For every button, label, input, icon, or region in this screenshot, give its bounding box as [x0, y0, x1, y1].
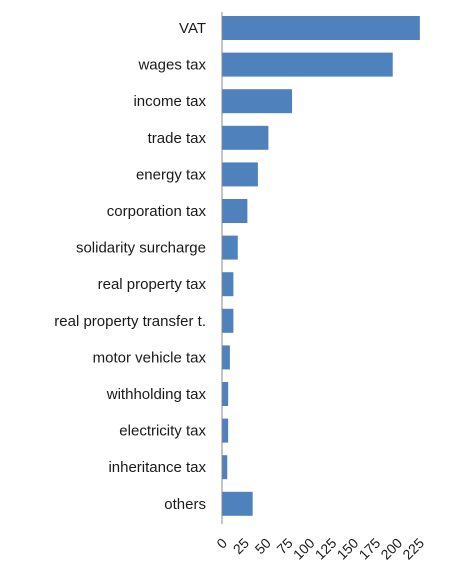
category-label-electricity-tax: electricity tax — [119, 423, 206, 440]
bars-group — [222, 16, 420, 516]
category-label-real-property-tax: real property tax — [98, 276, 207, 293]
bar-real-property-transfer-t — [222, 308, 234, 333]
bar-trade-tax — [222, 125, 269, 150]
x-tick-label-225: 225 — [399, 535, 427, 563]
bar-solidarity-surcharge — [222, 235, 238, 260]
x-tick-label-0: 0 — [213, 535, 230, 552]
category-labels: VAT wages tax income tax trade tax energy ta… — [54, 20, 206, 513]
bar-vat — [222, 16, 420, 40]
bar-wages-tax — [222, 52, 393, 77]
category-label-energy-tax: energy tax — [136, 166, 207, 183]
x-tick-label-50: 50 — [252, 535, 274, 557]
category-label-others: others — [164, 496, 206, 513]
bar-motor-vehicle-tax — [222, 345, 230, 370]
bar-withholding-tax — [222, 382, 229, 406]
bar-electricity-tax — [222, 418, 229, 443]
x-tick-label-25: 25 — [230, 535, 252, 557]
category-label-trade-tax: trade tax — [148, 130, 207, 147]
bar-others — [222, 491, 253, 516]
category-label-vat: VAT — [179, 20, 206, 37]
category-label-wages-tax: wages tax — [137, 57, 206, 74]
bar-income-tax — [222, 89, 293, 114]
bar-inheritance-tax — [222, 455, 228, 480]
bar-real-property-tax — [222, 272, 234, 297]
category-label-inheritance-tax: inheritance tax — [108, 459, 206, 476]
category-label-real-property-transfer-t: real property transfer t. — [54, 313, 206, 330]
category-label-withholding-tax: withholding tax — [106, 386, 207, 403]
category-label-corporation-tax: corporation tax — [107, 203, 207, 220]
bar-energy-tax — [222, 162, 258, 187]
category-label-income-tax: income tax — [133, 93, 206, 110]
category-label-motor-vehicle-tax: motor vehicle tax — [93, 349, 207, 366]
category-label-solidarity-surcharge: solidarity surcharge — [76, 240, 206, 257]
bar-corporation-tax — [222, 199, 248, 223]
